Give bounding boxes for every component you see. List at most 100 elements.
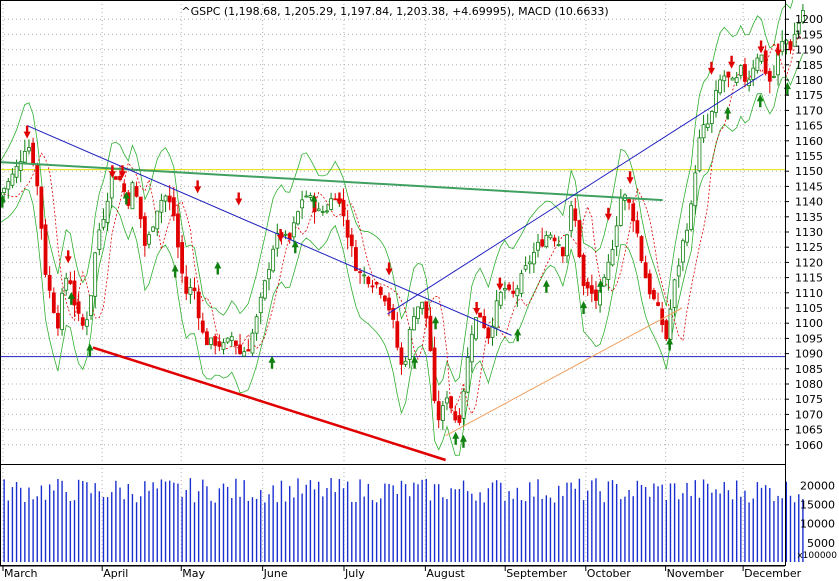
candle-body	[685, 229, 689, 243]
candle-body	[358, 271, 362, 274]
candle-body	[767, 71, 772, 82]
price-tick-label: 1100	[795, 317, 823, 330]
sell-arrow	[728, 55, 736, 69]
candle-body	[262, 280, 267, 299]
candle-body	[722, 75, 727, 82]
candle-body	[64, 277, 69, 291]
candle-body	[171, 197, 176, 217]
candle-body	[345, 219, 350, 238]
price-tick-label: 1085	[795, 363, 823, 376]
candle-body	[35, 164, 40, 187]
month-label: November	[667, 567, 725, 580]
candle-body	[614, 225, 619, 247]
candle-body	[142, 216, 147, 246]
price-tick-label: 1115	[795, 272, 823, 285]
candle-body	[291, 222, 296, 238]
sell-arrow	[235, 192, 243, 206]
candle-body	[283, 233, 288, 236]
candle-body	[457, 415, 462, 423]
candle-body	[738, 65, 743, 76]
candle-body	[416, 306, 420, 319]
candle-body	[242, 351, 247, 357]
candle-body	[594, 289, 598, 301]
candle-body	[465, 357, 470, 393]
sell-arrow	[64, 250, 72, 264]
candle-body	[51, 292, 56, 313]
month-label: June	[263, 567, 288, 580]
candle-body	[134, 186, 139, 197]
buy-arrow	[783, 82, 791, 96]
candle-body	[316, 208, 321, 212]
candle-body	[536, 241, 540, 251]
candle-body	[693, 172, 698, 207]
candle-body	[494, 300, 499, 329]
month-label: September	[506, 567, 567, 580]
candle-body	[246, 349, 251, 352]
month-label: March	[4, 567, 38, 580]
candle-body	[27, 147, 31, 152]
candle-body	[391, 307, 396, 320]
candle-body	[420, 301, 425, 309]
candle-body	[101, 218, 106, 228]
volume-tick-label: 15000	[800, 499, 835, 512]
candle-body	[486, 327, 491, 339]
candle-body	[296, 211, 300, 225]
price-tick-label: 1165	[795, 120, 823, 133]
candle-body	[151, 226, 156, 232]
candle-body	[349, 234, 354, 247]
candle-body	[482, 316, 487, 329]
sell-arrow	[118, 165, 126, 179]
price-tick-label: 1155	[795, 150, 823, 163]
buy-arrow	[542, 279, 550, 293]
candle-body	[730, 77, 735, 81]
price-tick-label: 1135	[795, 211, 823, 224]
candle-body	[258, 296, 263, 314]
sell-arrow	[496, 277, 504, 291]
candle-body	[196, 291, 201, 319]
price-tick-label: 1150	[795, 165, 823, 178]
chart-title: ^GSPC (1,198.68, 1,205.29, 1,197.84, 1,2…	[181, 5, 608, 18]
candle-body	[784, 39, 789, 45]
lower-band	[0, 53, 804, 456]
price-tick-label: 1110	[795, 287, 823, 300]
candle-body	[43, 224, 48, 275]
buy-arrow	[724, 106, 732, 120]
candle-body	[581, 254, 586, 287]
candle-body	[97, 229, 102, 250]
price-tick-label: 1080	[795, 378, 823, 391]
candle-body	[113, 176, 118, 180]
candle-body	[664, 320, 669, 340]
price-tick-label: 1130	[795, 226, 823, 239]
red-channel-bottom	[92, 346, 447, 462]
candle-body	[138, 196, 143, 220]
price-tick-label: 1170	[795, 104, 823, 117]
candle-body	[31, 142, 36, 164]
candle-body	[507, 284, 511, 290]
price-tick-label: 1090	[795, 348, 823, 361]
candle-body	[453, 411, 458, 421]
candle-body	[511, 290, 516, 294]
buy-arrow	[268, 355, 276, 369]
price-tick-label: 1190	[795, 44, 823, 57]
candle-body	[354, 247, 358, 271]
candle-body	[759, 54, 764, 62]
candle-body	[167, 195, 172, 203]
month-label: October	[587, 567, 631, 580]
candle-body	[205, 331, 209, 346]
candle-body	[105, 200, 110, 223]
candle-body	[271, 248, 276, 272]
month-label: August	[426, 567, 465, 580]
candle-body	[229, 336, 234, 341]
candle-body	[234, 340, 238, 346]
sell-arrow	[108, 165, 116, 179]
candle-body	[610, 249, 615, 266]
price-tick-label: 1105	[795, 302, 823, 315]
volume-tick-label: 5000	[807, 537, 835, 550]
buy-arrow	[580, 301, 588, 314]
candle-body	[639, 236, 644, 262]
month-label: December	[744, 567, 802, 580]
candle-body	[552, 237, 557, 242]
candle-body	[200, 320, 205, 333]
candle-body	[627, 199, 631, 203]
